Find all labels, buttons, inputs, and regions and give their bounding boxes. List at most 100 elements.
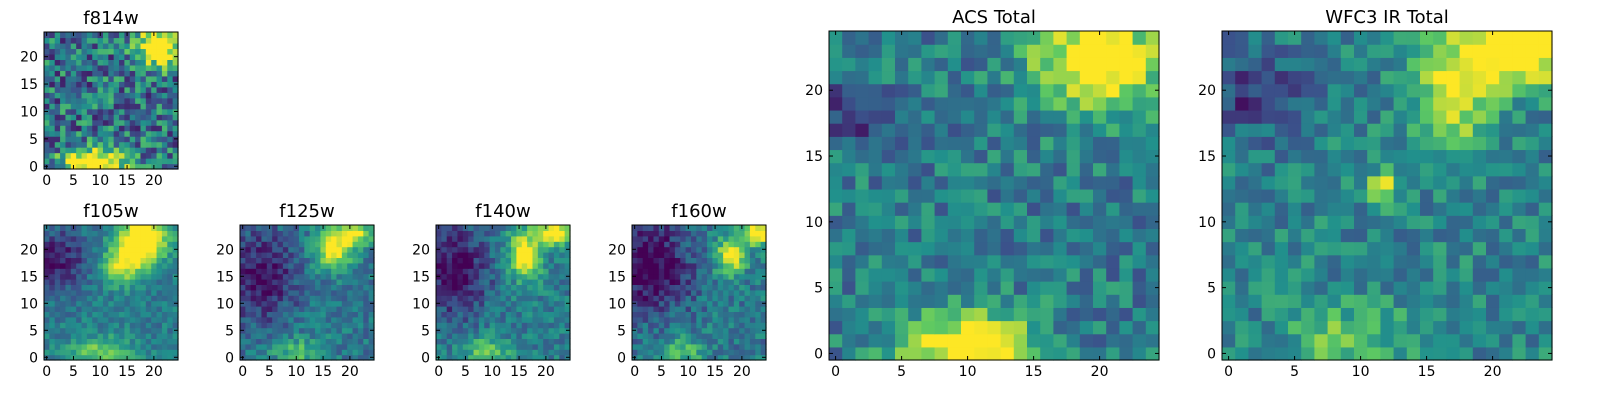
heatmap-cell <box>70 257 77 264</box>
heatmap-cell <box>135 230 142 237</box>
heatmap-cell <box>108 279 115 285</box>
heatmap-cell <box>1393 57 1408 72</box>
heatmap-cell <box>288 311 295 318</box>
heatmap-cell <box>145 108 152 115</box>
heatmap-cell <box>172 306 179 312</box>
heatmap-cell <box>744 300 751 307</box>
heatmap-cell <box>320 246 327 253</box>
heatmap-cell <box>135 64 142 71</box>
heatmap-cell <box>320 311 327 318</box>
heatmap-cell <box>1340 175 1355 190</box>
heatmap-cell <box>129 322 136 329</box>
heatmap-cell <box>1354 267 1368 282</box>
heatmap-cell <box>97 343 104 350</box>
heatmap-cell <box>842 96 856 111</box>
heatmap-cell <box>102 338 109 345</box>
heatmap-cell <box>86 92 93 99</box>
heatmap-cell <box>1119 109 1134 124</box>
heatmap-cell <box>240 289 246 296</box>
heatmap-cell <box>1027 333 1041 348</box>
heatmap-cell <box>266 268 273 275</box>
heatmap-cell <box>881 188 896 203</box>
heatmap-cell <box>151 306 158 312</box>
y-tick-label: 20 <box>216 242 234 258</box>
heatmap-cell <box>54 311 61 318</box>
heatmap-cell <box>156 268 163 275</box>
heatmap-cell <box>49 92 56 99</box>
heatmap-cell <box>60 136 67 143</box>
heatmap-cell <box>151 108 158 115</box>
heatmap-cell <box>1525 333 1540 348</box>
heatmap-cell <box>829 123 843 137</box>
heatmap-cell <box>65 37 72 44</box>
heatmap-cell <box>446 257 453 264</box>
heatmap-cell <box>1013 202 1028 216</box>
heatmap-cell <box>151 37 158 44</box>
heatmap-cell <box>744 327 751 334</box>
heatmap-cell <box>1472 188 1487 203</box>
heatmap-cell <box>436 295 442 302</box>
heatmap-cell <box>1301 175 1315 190</box>
heatmap-cell <box>908 31 922 45</box>
heatmap-cell <box>707 230 713 237</box>
heatmap-cell <box>1314 215 1329 229</box>
heatmap-cell <box>250 338 257 345</box>
heatmap-cell <box>548 225 555 231</box>
heatmap-cell <box>108 354 115 361</box>
heatmap-cell <box>54 59 61 66</box>
heatmap-cell <box>707 316 713 323</box>
heatmap-cell <box>701 262 708 269</box>
heatmap-cell <box>532 322 539 329</box>
heatmap-cell <box>637 306 644 312</box>
heatmap-cell <box>632 241 638 248</box>
heatmap-cell <box>92 295 99 302</box>
heatmap-cell <box>288 230 295 237</box>
heatmap-cell <box>701 284 708 291</box>
heatmap-cell <box>548 241 555 248</box>
heatmap-cell <box>1079 281 1094 295</box>
heatmap-cell <box>298 230 305 237</box>
heatmap-cell <box>261 235 268 242</box>
heatmap-cell <box>632 268 638 275</box>
heatmap-cell <box>261 306 268 312</box>
heatmap-cell <box>161 295 168 302</box>
heatmap-cell <box>44 130 50 137</box>
heatmap-cell <box>829 162 843 177</box>
heatmap-cell <box>728 230 735 237</box>
y-tick-label: 15 <box>216 269 234 285</box>
heatmap-cell <box>632 333 638 339</box>
heatmap-cell <box>1301 149 1315 164</box>
heatmap-cell <box>140 241 147 248</box>
heatmap-cell <box>1132 162 1147 177</box>
heatmap-cell <box>1340 320 1355 335</box>
heatmap-cell <box>564 295 571 302</box>
heatmap-cell <box>1145 254 1160 269</box>
heatmap-cell <box>256 338 263 345</box>
heatmap-cell <box>140 268 147 275</box>
heatmap-cell <box>511 349 517 356</box>
heatmap-cell <box>516 284 523 291</box>
heatmap-cell <box>895 320 909 335</box>
heatmap-cell <box>86 289 93 296</box>
heatmap-cell <box>669 338 676 345</box>
heatmap-cell <box>172 125 179 132</box>
heatmap-cell <box>707 289 713 296</box>
heatmap-cell <box>140 48 147 55</box>
heatmap-cell <box>728 333 735 339</box>
heatmap-cell <box>266 252 273 258</box>
heatmap-cell <box>102 349 109 356</box>
heatmap-cell <box>1235 57 1249 72</box>
heatmap-cell <box>1459 281 1474 295</box>
heatmap-cell <box>97 279 104 285</box>
heatmap-cell <box>642 246 649 253</box>
heatmap-cell <box>842 320 856 335</box>
heatmap-cell <box>92 103 99 110</box>
heatmap-cell <box>76 114 83 121</box>
heatmap-cell <box>553 235 560 242</box>
heatmap-cell <box>108 230 115 237</box>
heatmap-cell <box>755 257 762 264</box>
heatmap-cell <box>1066 333 1081 348</box>
heatmap-cell <box>113 252 120 258</box>
heatmap-cell <box>1446 215 1461 229</box>
heatmap-cell <box>653 349 660 356</box>
